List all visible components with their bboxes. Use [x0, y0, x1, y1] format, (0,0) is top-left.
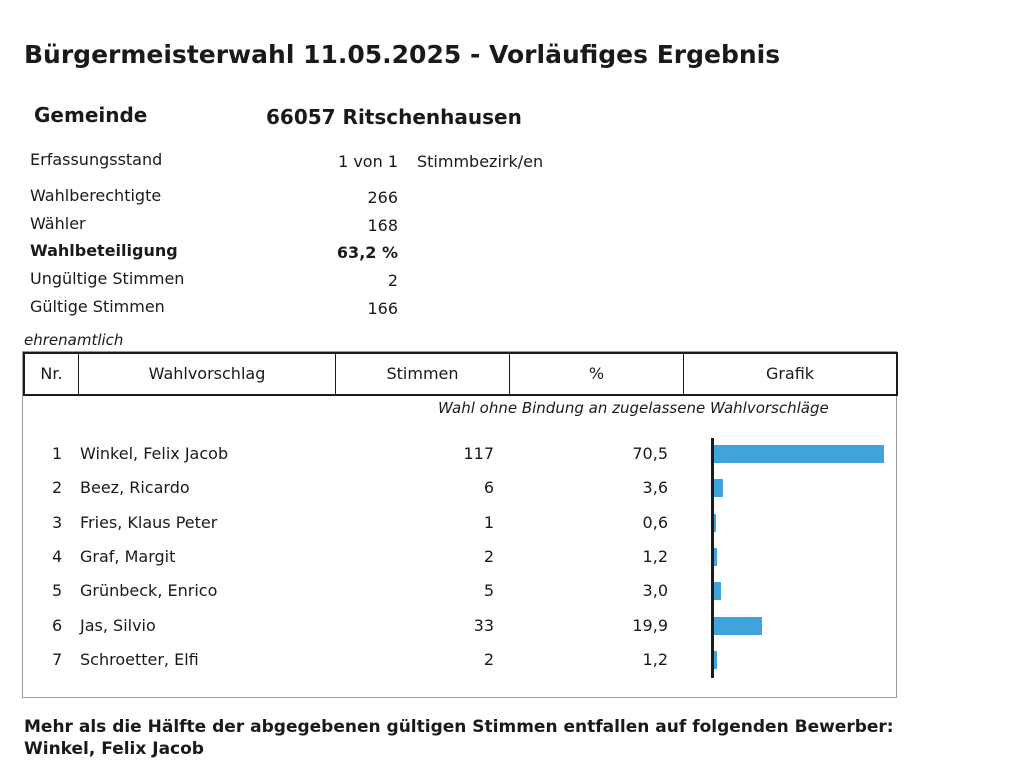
row-number: 4	[52, 546, 63, 566]
percent-value: 1,2	[642, 546, 668, 566]
stat-value: 166	[367, 299, 398, 318]
header-nr: Nr.	[25, 354, 79, 394]
stat-label: Ungültige Stimmen	[30, 269, 185, 288]
votes-value: 5	[483, 581, 494, 601]
percent-value: 1,2	[642, 649, 668, 669]
stat-label: Wahlberechtigte	[30, 186, 162, 205]
result-bar	[714, 616, 762, 635]
row-number: 1	[52, 444, 63, 463]
votes-value: 2	[483, 546, 494, 566]
result-bar	[714, 445, 884, 463]
footer-note: Mehr als die Hälfte der abgegebenen gült…	[24, 716, 894, 760]
stat-value: 168	[367, 216, 398, 235]
percent-value: 70,5	[632, 444, 668, 463]
header-stimmen: Stimmen	[336, 354, 510, 394]
results-table: Nr. Wahlvorschlag Stimmen % Grafik	[22, 351, 898, 698]
result-bar	[714, 547, 717, 566]
header-grafik: Grafik	[765, 364, 815, 383]
percent-value: 3,6	[642, 478, 668, 498]
candidate-name: Winkel, Felix Jacob	[80, 444, 229, 463]
bar-axis	[711, 438, 714, 678]
stat-label: Gültige Stimmen	[30, 297, 165, 316]
row-number: 6	[52, 615, 63, 635]
footer-line-1: Mehr als die Hälfte der abgegebenen gült…	[24, 717, 894, 737]
votes-value: 33	[473, 615, 494, 635]
stat-value: 2	[387, 271, 398, 290]
header-percent: %	[510, 354, 684, 394]
gemeinde-value: 66057 Ritschenhausen	[266, 105, 522, 129]
erfassungsstand-label: Erfassungsstand	[30, 150, 163, 169]
result-bar	[714, 650, 717, 669]
candidate-name: Fries, Klaus Peter	[80, 512, 218, 532]
percent-value: 0,6	[642, 512, 668, 532]
result-bar	[714, 479, 723, 498]
votes-value: 6	[483, 478, 494, 498]
footer-winner: Winkel, Felix Jacob	[24, 739, 204, 759]
votes-value: 117	[463, 444, 494, 463]
result-bar	[714, 513, 716, 532]
votes-value: 2	[483, 649, 494, 669]
gemeinde-label: Gemeinde	[34, 103, 148, 127]
votes-value: 1	[483, 512, 494, 532]
table-header: Nr. Wahlvorschlag Stimmen % Grafik	[23, 352, 898, 396]
candidate-name: Jas, Silvio	[80, 615, 156, 635]
row-number: 2	[52, 478, 63, 498]
section-label: ehrenamtlich	[24, 331, 124, 349]
table-subtitle: Wahl ohne Bindung an zugelassene Wahlvor…	[438, 399, 829, 417]
candidate-name: Graf, Margit	[80, 546, 176, 566]
erfassungsstand-unit: Stimmbezirk/en	[417, 152, 544, 171]
result-bar	[714, 582, 722, 601]
candidate-name: Grünbeck, Enrico	[80, 581, 218, 601]
percent-value: 3,0	[642, 581, 668, 601]
erfassungsstand-value: 1 von 1	[338, 152, 398, 171]
row-number: 5	[52, 581, 63, 601]
stat-label: Wahlbeteiligung	[30, 241, 178, 260]
header-wahlvorschlag: Wahlvorschlag	[79, 354, 336, 394]
stat-value: 63,2 %	[336, 243, 398, 262]
stat-value: 266	[367, 188, 398, 207]
page-title: Bürgermeisterwahl 11.05.2025 - Vorläufig…	[24, 40, 781, 69]
row-number: 7	[52, 649, 63, 669]
stat-label: Wähler	[30, 214, 86, 233]
candidate-name: Beez, Ricardo	[80, 478, 190, 498]
percent-value: 19,9	[632, 615, 668, 635]
row-number: 3	[52, 512, 63, 532]
candidate-name: Schroetter, Elfi	[80, 649, 199, 669]
